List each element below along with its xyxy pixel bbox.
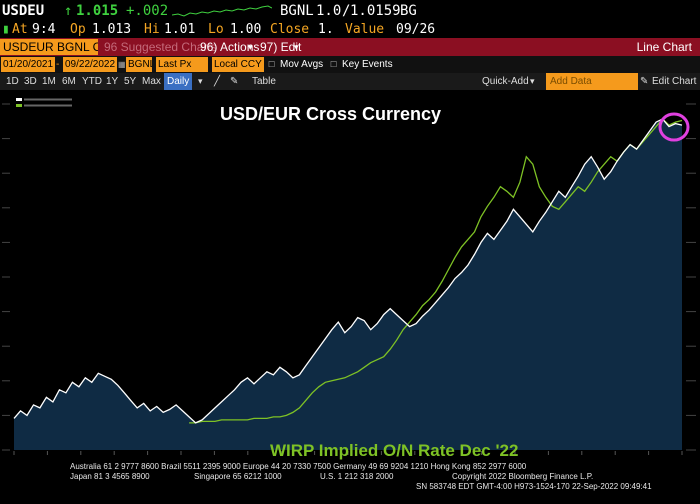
actions-dropdown-icon[interactable]: ▾ xyxy=(248,42,253,52)
chart-inputs-bar: 01/20/2021 - 09/22/2022 ▦ BGNL Last Px L… xyxy=(0,56,700,73)
ticker-bar: USDEU ↑ 1.015 +.002 BGNL 1.0 / 1.0159 BG xyxy=(0,0,700,22)
edit-menu[interactable]: 97) Edit xyxy=(260,40,302,54)
actions-menu[interactable]: 96) Actions xyxy=(200,40,260,54)
close-value: 1. xyxy=(318,22,334,37)
chart-type-label: Line Chart xyxy=(636,40,692,54)
high-label: Hi xyxy=(144,22,160,37)
key-events-checkbox-icon[interactable]: ☐ xyxy=(330,60,338,69)
field-selector[interactable]: Last Px xyxy=(156,57,208,72)
low-value: 1.00 xyxy=(230,22,262,37)
bid-price: 1.0 xyxy=(316,3,342,19)
end-date-field[interactable]: 09/22/2022 xyxy=(63,57,117,72)
security-field[interactable]: USDEUR BGNL Curnc xyxy=(0,39,98,55)
legend-swatch xyxy=(16,104,22,107)
frequency-dropdown-icon[interactable]: ▾ xyxy=(198,76,203,86)
menu-bar: USDEUR BGNL Curnc 96 Suggested Charts 96… xyxy=(0,38,700,56)
suggested-charts-button[interactable]: 96 Suggested Charts xyxy=(104,40,217,54)
footer-copyright: Copyright 2022 Bloomberg Finance L.P. xyxy=(452,472,594,481)
price-chart[interactable] xyxy=(0,90,700,460)
footer-session-info: SN 583748 EDT GMT-4:00 H973-1524-170 22-… xyxy=(416,482,652,491)
highlight-circle xyxy=(658,112,690,142)
quote-strip: ▮ At 9:4 Op 1.013 Hi 1.01 Lo 1.00 Close … xyxy=(0,22,700,38)
date-range-dash: - xyxy=(56,59,60,70)
mov-avgs-checkbox-icon[interactable]: ☐ xyxy=(268,60,276,69)
footer-singapore: Singapore 65 6212 1000 xyxy=(194,472,282,481)
range-6m[interactable]: 6M xyxy=(62,76,76,87)
chart-title: USD/EUR Cross Currency xyxy=(220,104,442,124)
x-axis xyxy=(13,451,683,455)
value-label: Value xyxy=(345,22,385,37)
range-max[interactable]: Max xyxy=(142,76,161,87)
last-price: 1.015 xyxy=(76,3,119,19)
start-date-field[interactable]: 01/20/2021 xyxy=(1,57,55,72)
source-field[interactable]: BGNL xyxy=(126,57,152,72)
up-arrow-icon: ↑ xyxy=(64,3,73,19)
value-date: 09/26 xyxy=(396,22,436,37)
low-label: Lo xyxy=(208,22,224,37)
open-value: 1.013 xyxy=(92,22,132,37)
add-data-field[interactable]: Add Data xyxy=(546,73,638,90)
quick-add-button[interactable]: Quick-Add xyxy=(482,76,529,87)
range-ytd[interactable]: YTD xyxy=(82,76,102,87)
currency-selector[interactable]: Local CCY xyxy=(212,57,264,72)
footer-us: U.S. 1 212 318 2000 xyxy=(320,472,394,481)
wirp-label: WIRP Implied O/N Rate Dec '22 xyxy=(270,441,519,460)
range-bar: 1D 3D 1M 6M YTD 1Y 5Y Max Daily ▾ ╱ ✎ Ta… xyxy=(0,73,700,90)
chart-canvas[interactable] xyxy=(0,90,700,460)
at-label: At xyxy=(12,22,28,37)
frequency-selector[interactable]: Daily xyxy=(164,73,193,90)
usdeur-series-line xyxy=(13,118,683,424)
range-5y[interactable]: 5Y xyxy=(124,76,137,87)
draw-tool-icon[interactable]: ✎ xyxy=(230,76,239,87)
sparkline-icon xyxy=(172,5,272,17)
footer: Australia 61 2 9777 8600 Brazil 5511 239… xyxy=(0,460,700,504)
range-3d[interactable]: 3D xyxy=(24,76,37,87)
calendar-icon[interactable]: ▦ xyxy=(118,60,126,69)
chart-legend xyxy=(16,98,72,107)
legend-swatch xyxy=(16,98,22,101)
wirp-series-line xyxy=(189,118,683,424)
at-marker-icon: ▮ xyxy=(2,22,10,37)
edit-chart-button[interactable]: Edit Chart xyxy=(652,76,697,87)
footer-japan: Japan 81 3 4565 8900 xyxy=(70,472,150,481)
high-value: 1.01 xyxy=(164,22,196,37)
range-1y[interactable]: 1Y xyxy=(106,76,119,87)
mov-avgs-toggle[interactable]: Mov Avgs xyxy=(280,59,324,70)
footer-phone-line-1: Australia 61 2 9777 8600 Brazil 5511 239… xyxy=(70,462,527,471)
ticker-symbol[interactable]: USDEU xyxy=(2,3,45,19)
close-label: Close xyxy=(270,22,310,37)
ask-separator: / xyxy=(342,3,351,19)
y-axis-right xyxy=(686,103,696,451)
y-axis-left xyxy=(2,103,10,451)
at-value: 9:4 xyxy=(32,22,56,37)
range-1d[interactable]: 1D xyxy=(6,76,19,87)
key-events-toggle[interactable]: Key Events xyxy=(342,59,393,70)
open-label: Op xyxy=(70,22,86,37)
table-button[interactable]: Table xyxy=(252,76,276,87)
edit-chart-icon[interactable]: ✎ xyxy=(640,76,649,87)
area-fill xyxy=(14,119,682,450)
price-change: +.002 xyxy=(126,3,169,19)
quick-add-dropdown-icon[interactable]: ▾ xyxy=(530,76,535,86)
range-1m[interactable]: 1M xyxy=(42,76,56,87)
line-style-icon[interactable]: ╱ xyxy=(214,76,221,87)
source-code: BGNL xyxy=(280,3,314,19)
edit-dropdown-icon[interactable]: ▾ xyxy=(294,42,299,52)
ask-source: BG xyxy=(400,3,417,19)
ask-price: 1.0159 xyxy=(350,3,401,19)
